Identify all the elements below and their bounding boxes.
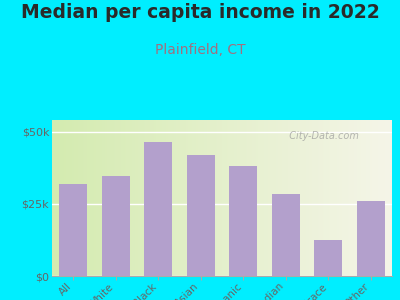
Text: Median per capita income in 2022: Median per capita income in 2022 <box>21 3 379 22</box>
Bar <box>230 166 257 276</box>
Bar <box>357 201 384 276</box>
Bar <box>187 155 214 276</box>
Bar <box>314 240 342 276</box>
Bar <box>272 194 300 276</box>
Bar <box>60 184 87 276</box>
Text: Plainfield, CT: Plainfield, CT <box>155 44 245 58</box>
Bar <box>144 142 172 276</box>
Bar <box>102 176 130 276</box>
Text: City-Data.com: City-Data.com <box>283 131 359 141</box>
